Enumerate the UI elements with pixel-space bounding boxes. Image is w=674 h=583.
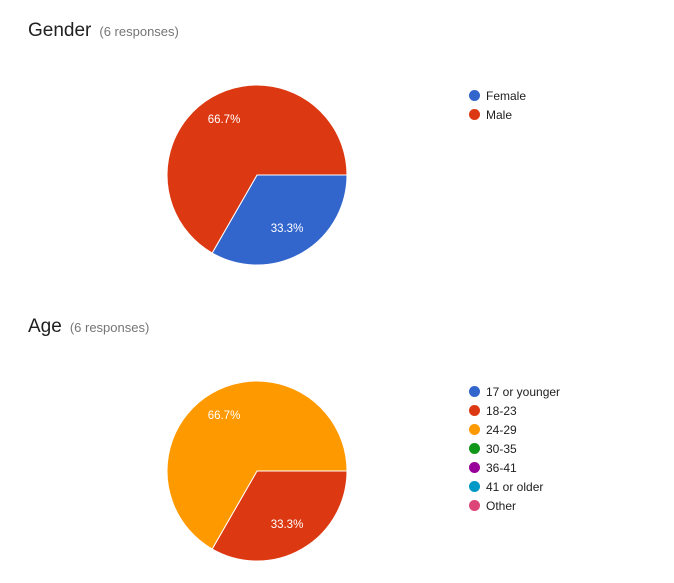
gender-response-count: (6 responses) [99,24,179,39]
legend-swatch [469,443,480,454]
pie-slice-label-24-29: 66.7% [208,410,241,422]
gender-chart-section: Gender (6 responses) 33.3% 66.7% Female Ma… [28,20,526,266]
legend-item-male: Male [469,105,526,124]
legend-label: 24-29 [486,422,517,437]
legend-label: 41 or older [486,479,544,494]
legend-item-female: Female [469,86,526,105]
pie-slice-18-23 [211,470,348,562]
legend-swatch [469,386,480,397]
age-chart-section: Age (6 responses) 33.3% 66.7% 17 or young… [0,296,674,583]
age-chart-title: Age [28,316,62,337]
age-response-count: (6 responses) [69,320,150,335]
age-legend: 17 or younger 18-23 24-29 30-35 36-41 41 or o… [469,382,560,515]
legend-swatch [469,90,480,101]
legend-swatch [469,500,480,511]
legend-item-41-or-older: 41 or older [469,477,560,496]
pie-slice-label-male: 66.7% [208,114,241,126]
age-chart-heading: Age (6 responses) [28,316,149,338]
legend-label: 36-41 [486,460,517,475]
pie-slice-label-female: 33.3% [271,223,304,235]
gender-legend: Female Male [469,86,526,124]
pie-slice-male [166,84,348,254]
legend-label: Female [486,88,527,103]
pie-slice-label-18-23: 33.3% [271,519,304,531]
pie-slice-24-29 [166,380,348,550]
legend-label: Male [486,107,513,122]
gender-pie-chart: 33.3% 66.7% [166,84,348,266]
pie-slice-female [211,174,348,266]
legend-label: 18-23 [486,403,517,418]
legend-swatch [469,462,480,473]
legend-swatch [469,109,480,120]
legend-label: 30-35 [486,441,517,456]
legend-swatch [469,481,480,492]
legend-swatch [469,424,480,435]
gender-chart-title: Gender [28,20,92,41]
age-pie-chart: 33.3% 66.7% [166,380,348,562]
legend-label: 17 or younger [486,384,561,399]
legend-item-36-41: 36-41 [469,458,560,477]
legend-label: Other [486,498,517,513]
legend-item-18-23: 18-23 [469,401,560,420]
legend-item-17-or-younger: 17 or younger [469,382,560,401]
legend-item-other: Other [469,496,560,515]
legend-swatch [469,405,480,416]
legend-item-30-35: 30-35 [469,439,560,458]
legend-item-24-29: 24-29 [469,420,560,439]
gender-chart-heading: Gender (6 responses) [28,20,179,42]
